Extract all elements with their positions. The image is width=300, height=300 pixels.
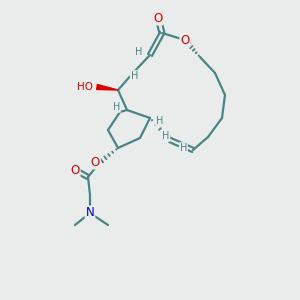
Text: H: H bbox=[156, 116, 164, 126]
Polygon shape bbox=[97, 85, 118, 90]
Text: O: O bbox=[70, 164, 80, 176]
Text: O: O bbox=[180, 34, 190, 46]
Text: H: H bbox=[130, 71, 138, 81]
Text: H: H bbox=[112, 102, 120, 112]
Text: H: H bbox=[135, 47, 142, 57]
Text: HO: HO bbox=[77, 82, 93, 92]
Text: N: N bbox=[85, 206, 94, 220]
Text: H: H bbox=[162, 131, 169, 141]
Text: O: O bbox=[153, 11, 163, 25]
Text: H: H bbox=[180, 143, 187, 153]
Text: O: O bbox=[91, 155, 100, 169]
